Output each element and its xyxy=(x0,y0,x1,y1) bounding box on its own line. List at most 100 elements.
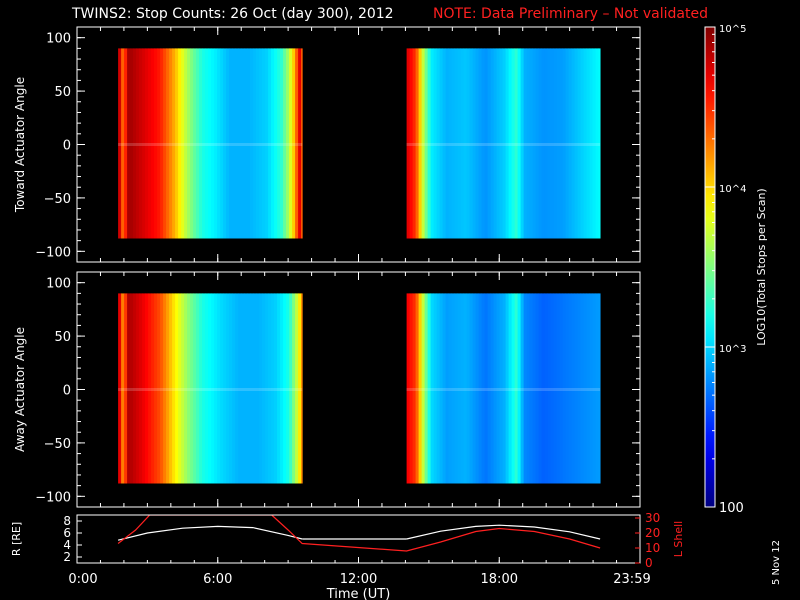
heatmap-column xyxy=(202,293,206,484)
heatmap-column xyxy=(421,48,425,239)
zero-angle-stripe xyxy=(406,388,601,391)
heatmap-column xyxy=(415,293,419,484)
heatmap-column xyxy=(409,293,413,484)
heatmap-column xyxy=(235,293,239,484)
heatmap-column xyxy=(289,293,293,484)
heatmap-column xyxy=(295,293,299,484)
colorbar-tick-label: 100 xyxy=(719,501,744,516)
heatmap-column xyxy=(532,48,536,239)
x-tick-label: 0:00 xyxy=(68,572,97,587)
heatmap-column xyxy=(412,48,416,239)
heatmap-column xyxy=(496,293,500,484)
heatmap-column xyxy=(178,293,182,484)
preliminary-note: NOTE: Data Preliminary – Not validated xyxy=(433,6,708,22)
colorbar-tick-label: 10^3 xyxy=(719,344,746,355)
l-shell-tick-label: 0 xyxy=(645,556,653,570)
heatmap-column xyxy=(130,293,134,484)
heatmap-column xyxy=(523,293,527,484)
r-tick-label: 2 xyxy=(63,550,71,564)
heatmap-column xyxy=(133,48,137,239)
heatmap-column xyxy=(535,48,539,239)
heatmap-column xyxy=(517,48,521,239)
heatmap-column xyxy=(481,293,485,484)
heatmap-column xyxy=(508,48,512,239)
chart-title: TWINS2: Stop Counts: 26 Oct (day 300), 2… xyxy=(72,6,394,22)
heatmap-column xyxy=(232,48,236,239)
heatmap-column xyxy=(199,48,203,239)
heatmap-column xyxy=(574,48,578,239)
heatmap-column xyxy=(163,48,167,239)
heatmap-column xyxy=(277,293,281,484)
heatmap-column xyxy=(463,293,467,484)
heatmap-column xyxy=(199,293,203,484)
heatmap-column xyxy=(259,48,263,239)
heatmap-column xyxy=(274,48,278,239)
heatmap-column xyxy=(469,48,473,239)
heatmap-column xyxy=(427,48,431,239)
heatmap-column xyxy=(142,293,146,484)
heatmap-column xyxy=(211,48,215,239)
heatmap-column xyxy=(445,293,449,484)
heatmap-column xyxy=(418,293,422,484)
heatmap-column xyxy=(148,48,152,239)
heatmap-column xyxy=(169,293,173,484)
heatmap-column xyxy=(229,48,233,239)
heatmap-column xyxy=(235,48,239,239)
y-tick-label: −100 xyxy=(35,490,71,505)
heatmap-column xyxy=(202,48,206,239)
heatmap-column xyxy=(238,48,242,239)
heatmap-column xyxy=(151,48,155,239)
y-tick-label: 0 xyxy=(63,139,71,154)
heatmap-column xyxy=(268,293,272,484)
heatmap-column xyxy=(526,48,530,239)
heatmap-column xyxy=(412,293,416,484)
heatmap-column xyxy=(268,48,272,239)
heatmap-column xyxy=(223,48,227,239)
heatmap-column xyxy=(490,48,494,239)
heatmap-column xyxy=(136,293,140,484)
heatmap-column xyxy=(526,293,530,484)
heatmap-column xyxy=(562,293,566,484)
heatmap-column xyxy=(586,48,590,239)
heatmap-column xyxy=(544,293,548,484)
heatmap-column xyxy=(460,48,464,239)
heatmap-column xyxy=(457,48,461,239)
heatmap-column xyxy=(118,48,122,239)
heatmap-column xyxy=(418,48,422,239)
zero-angle-stripe xyxy=(118,388,303,391)
heatmap-column xyxy=(139,48,143,239)
heatmap-column xyxy=(157,48,161,239)
heatmap-column xyxy=(184,48,188,239)
heatmap-column xyxy=(541,293,545,484)
heatmap-column xyxy=(292,48,296,239)
y-tick-label: −50 xyxy=(44,437,71,452)
heatmap-column xyxy=(163,293,167,484)
heatmap-column xyxy=(286,293,290,484)
heatmap-column xyxy=(577,293,581,484)
heatmap-column xyxy=(544,48,548,239)
colorbar: 10^5 10^4 10^3 100 LOG10(Total Stops per Sca… xyxy=(704,24,768,516)
heatmap-column xyxy=(247,293,251,484)
heatmap-column xyxy=(124,48,128,239)
heatmap-column xyxy=(187,48,191,239)
heatmap-column xyxy=(301,293,303,484)
heatmap-column xyxy=(592,48,596,239)
heatmap-column xyxy=(262,48,266,239)
heatmap-column xyxy=(448,293,452,484)
heatmap-column xyxy=(466,48,470,239)
heatmap-column xyxy=(538,48,542,239)
heatmap-column xyxy=(484,293,488,484)
heatmap-column xyxy=(457,293,461,484)
heatmap-column xyxy=(580,293,584,484)
heatmap-column xyxy=(454,293,458,484)
heatmap-column xyxy=(166,48,170,239)
heatmap-column xyxy=(190,48,194,239)
heatmap-column xyxy=(262,293,266,484)
heatmap-column xyxy=(553,48,557,239)
x-tick-label: 23:59 xyxy=(613,572,650,587)
colorbar-label: LOG10(Total Stops per Scan) xyxy=(755,188,768,345)
heatmap-column xyxy=(220,293,224,484)
zero-angle-stripe xyxy=(406,143,601,146)
heatmap-column xyxy=(559,48,563,239)
heatmap-column xyxy=(568,48,572,239)
